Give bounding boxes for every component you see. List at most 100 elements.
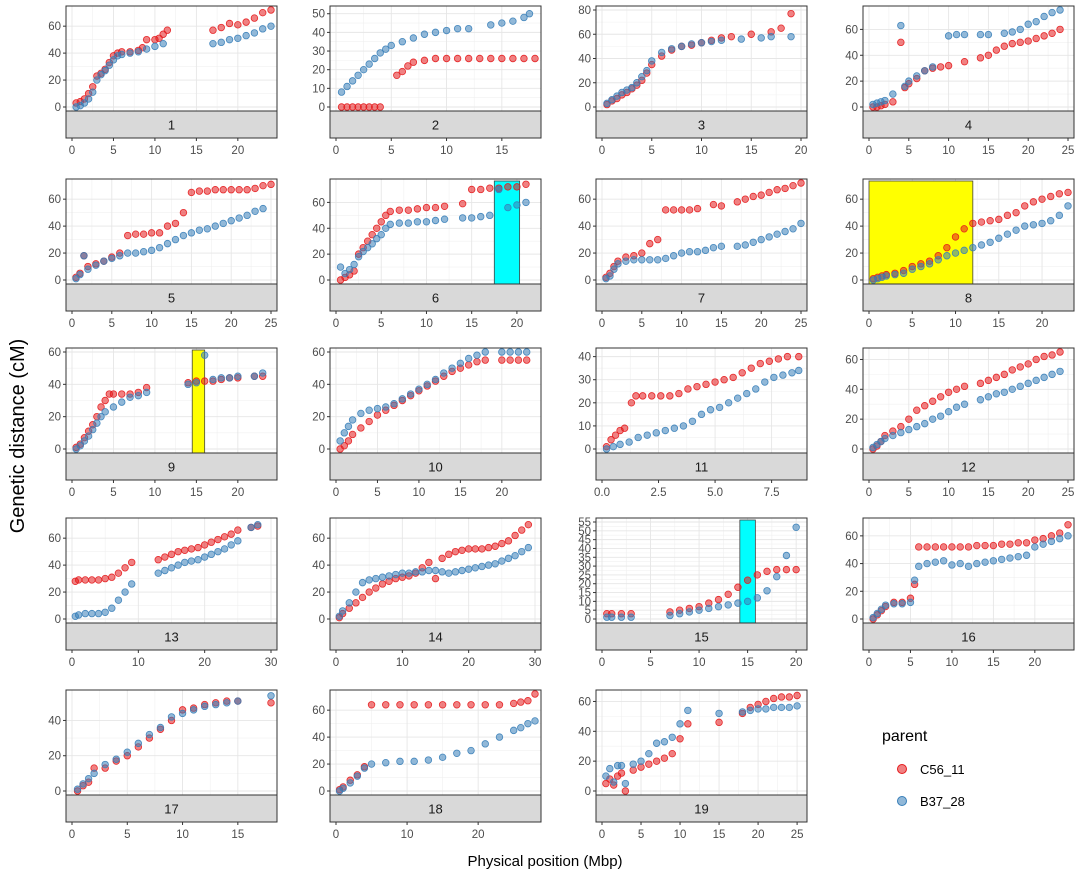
x-tick-label: 15	[982, 487, 995, 499]
data-point	[344, 437, 353, 445]
data-point	[365, 406, 373, 414]
data-point	[960, 382, 969, 391]
data-point	[234, 697, 242, 705]
data-point	[891, 270, 899, 279]
data-point	[767, 32, 775, 41]
data-point	[438, 554, 446, 563]
data-point	[187, 188, 196, 197]
data-point	[1040, 352, 1048, 361]
data-point	[134, 48, 143, 56]
x-tick-label: 10	[396, 657, 409, 669]
data-point	[931, 558, 940, 566]
data-point	[973, 559, 981, 568]
data-point	[220, 533, 229, 541]
data-point	[267, 699, 275, 707]
data-point	[346, 779, 354, 787]
data-point	[420, 56, 429, 65]
x-tick-label: 25	[265, 318, 278, 330]
data-point	[114, 596, 123, 604]
data-point	[754, 705, 762, 713]
data-point	[187, 557, 196, 565]
y-tick-label: 45	[578, 535, 591, 547]
facet-strip-label: 18	[428, 802, 442, 817]
series-B37_28	[72, 351, 267, 453]
data-point	[84, 95, 93, 103]
data-point	[227, 530, 235, 538]
facet-strip	[329, 794, 542, 823]
facet-strip	[862, 110, 1075, 139]
data-point	[1056, 25, 1064, 34]
x-tick-label: 20	[511, 318, 524, 330]
series-B37_28	[869, 532, 1072, 622]
data-point	[693, 382, 701, 391]
data-point	[524, 543, 533, 552]
x-tick-label: 10	[675, 318, 688, 330]
data-point	[1029, 198, 1038, 206]
data-point	[242, 18, 250, 26]
data-point	[753, 571, 762, 579]
data-point	[654, 235, 662, 244]
data-point	[145, 730, 154, 739]
y-tick-label: 40	[578, 221, 591, 233]
data-point	[1048, 29, 1056, 37]
data-point	[477, 212, 485, 221]
data-point	[660, 754, 669, 762]
data-point	[209, 375, 217, 384]
data-point	[203, 187, 212, 195]
data-point	[1046, 192, 1055, 201]
series-B37_28	[869, 367, 1064, 452]
data-point	[167, 550, 176, 559]
data-point	[934, 256, 942, 264]
data-point	[976, 54, 985, 62]
data-point	[707, 37, 716, 46]
y-tick-label: 20	[312, 587, 325, 599]
data-point	[603, 99, 611, 108]
data-point	[1014, 539, 1022, 547]
x-axis-title: Physical position (Mbp)	[467, 853, 622, 870]
data-point	[259, 25, 267, 33]
data-point	[1008, 39, 1016, 48]
x-tick-label: 15	[495, 145, 508, 157]
data-point	[1016, 38, 1024, 47]
y-tick-label: 0	[852, 275, 858, 287]
highlight-region	[739, 519, 756, 624]
data-point	[504, 554, 513, 563]
data-point	[652, 429, 660, 437]
series-B37_28	[72, 204, 267, 283]
data-point	[668, 749, 676, 758]
x-tick-label: 0	[69, 487, 75, 499]
data-point	[881, 434, 889, 443]
panel-background	[66, 690, 277, 795]
data-point	[976, 379, 985, 388]
data-point	[174, 561, 182, 569]
data-point	[440, 202, 449, 210]
data-point	[76, 442, 84, 450]
data-point	[1032, 17, 1040, 26]
data-point	[897, 21, 905, 30]
data-point	[464, 54, 473, 63]
facet-strip-label: 13	[164, 630, 178, 645]
legend-key-c56-11	[897, 764, 907, 774]
facet-strip-label: 8	[965, 291, 972, 306]
data-point	[192, 379, 201, 387]
series-B37_28	[603, 523, 800, 621]
y-tick-label: 60	[312, 705, 325, 717]
data-point	[652, 757, 661, 765]
data-point	[484, 543, 493, 552]
data-point	[504, 537, 513, 545]
data-point	[524, 520, 533, 529]
data-point	[777, 693, 786, 701]
x-tick-label: 0	[333, 145, 339, 157]
data-point	[1022, 551, 1031, 559]
y-tick-label: 20	[578, 248, 591, 260]
data-point	[97, 412, 105, 421]
data-point	[995, 234, 1003, 242]
data-point	[250, 372, 259, 380]
data-point	[908, 265, 916, 273]
data-point	[339, 784, 347, 793]
x-tick-label: 20	[1022, 487, 1035, 499]
facet-strip-label: 10	[428, 460, 442, 475]
series-C56_11	[602, 179, 805, 282]
x-tick-label: 5	[110, 487, 116, 499]
data-point	[702, 380, 710, 389]
